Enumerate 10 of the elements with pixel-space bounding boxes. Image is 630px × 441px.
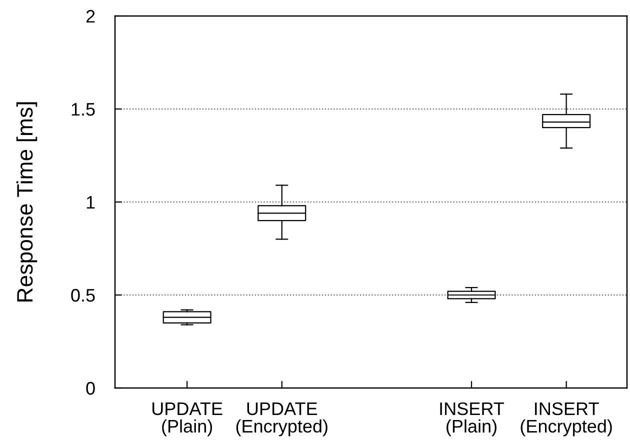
x-tick-label: UPDATE (Encrypted) [236,402,328,436]
y-tick-label: 1.5 [72,103,95,116]
x-tick-label: INSERT (Encrypted) [520,402,612,436]
y-tick-label: 2 [86,10,95,23]
y-tick-label: 0 [86,382,95,395]
y-tick-label: 1 [86,196,95,209]
x-tick-label: UPDATE (Plain) [152,402,222,436]
y-axis-title: Response Time [ms] [16,102,38,302]
y-tick-label: 0.5 [71,288,95,302]
x-tick-label: INSERT (Plain) [440,402,504,436]
